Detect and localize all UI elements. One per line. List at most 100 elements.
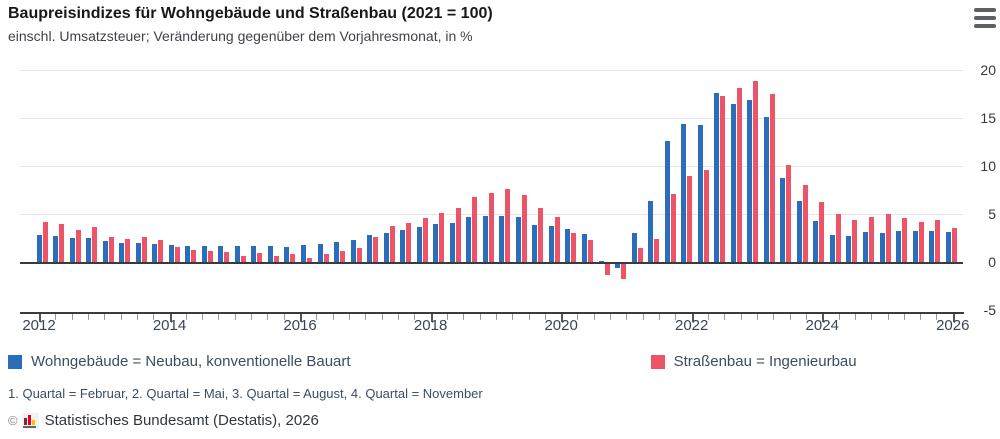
- bar-wohngebaeude[interactable]: [615, 264, 621, 268]
- bar-strassenbau[interactable]: [703, 169, 709, 262]
- bar-wohngebaeude[interactable]: [896, 231, 902, 262]
- bar-wohngebaeude[interactable]: [400, 230, 406, 262]
- bar-strassenbau[interactable]: [158, 239, 164, 262]
- bar-strassenbau[interactable]: [753, 80, 759, 262]
- bar-wohngebaeude[interactable]: [697, 124, 703, 262]
- bar-wohngebaeude[interactable]: [681, 123, 687, 262]
- bar-wohngebaeude[interactable]: [284, 246, 290, 262]
- bar-strassenbau[interactable]: [439, 213, 445, 262]
- bar-wohngebaeude[interactable]: [747, 99, 753, 262]
- bar-strassenbau[interactable]: [885, 214, 891, 262]
- bar-strassenbau[interactable]: [422, 217, 428, 262]
- hamburger-menu-icon[interactable]: [974, 8, 996, 28]
- bar-strassenbau[interactable]: [935, 219, 941, 262]
- bar-strassenbau[interactable]: [92, 227, 98, 262]
- bar-strassenbau[interactable]: [174, 246, 180, 262]
- bar-wohngebaeude[interactable]: [499, 215, 505, 262]
- bar-strassenbau[interactable]: [488, 192, 494, 262]
- bar-strassenbau[interactable]: [604, 264, 610, 275]
- bar-strassenbau[interactable]: [951, 228, 957, 262]
- bar-strassenbau[interactable]: [720, 95, 726, 262]
- bar-strassenbau[interactable]: [505, 189, 511, 262]
- bar-wohngebaeude[interactable]: [730, 103, 736, 262]
- bar-wohngebaeude[interactable]: [945, 232, 951, 262]
- bar-wohngebaeude[interactable]: [780, 177, 786, 262]
- bar-wohngebaeude[interactable]: [119, 242, 125, 262]
- bar-wohngebaeude[interactable]: [532, 224, 538, 262]
- bar-wohngebaeude[interactable]: [383, 233, 389, 262]
- bar-wohngebaeude[interactable]: [317, 243, 323, 262]
- bar-wohngebaeude[interactable]: [69, 238, 75, 262]
- bar-strassenbau[interactable]: [538, 208, 544, 262]
- bar-wohngebaeude[interactable]: [218, 245, 224, 262]
- bar-wohngebaeude[interactable]: [912, 231, 918, 262]
- bar-strassenbau[interactable]: [240, 256, 246, 262]
- bar-wohngebaeude[interactable]: [763, 117, 769, 262]
- bar-wohngebaeude[interactable]: [201, 245, 207, 262]
- bar-strassenbau[interactable]: [125, 238, 131, 262]
- bar-wohngebaeude[interactable]: [863, 232, 868, 262]
- bar-wohngebaeude[interactable]: [86, 238, 92, 262]
- bar-wohngebaeude[interactable]: [433, 223, 439, 262]
- bar-strassenbau[interactable]: [108, 237, 114, 262]
- legend-item-strassenbau[interactable]: Straßenbau = Ingenieurbau: [650, 353, 857, 370]
- bar-wohngebaeude[interactable]: [548, 225, 554, 262]
- bar-strassenbau[interactable]: [273, 256, 279, 262]
- bar-strassenbau[interactable]: [918, 221, 924, 262]
- bar-strassenbau[interactable]: [389, 225, 395, 262]
- bar-wohngebaeude[interactable]: [300, 244, 306, 262]
- bar-strassenbau[interactable]: [869, 216, 874, 262]
- bar-strassenbau[interactable]: [141, 237, 147, 262]
- bar-strassenbau[interactable]: [306, 258, 312, 262]
- bar-strassenbau[interactable]: [786, 165, 792, 262]
- bar-wohngebaeude[interactable]: [267, 245, 273, 262]
- bar-strassenbau[interactable]: [587, 239, 593, 262]
- bar-strassenbau[interactable]: [290, 254, 296, 262]
- bar-wohngebaeude[interactable]: [168, 244, 174, 262]
- bar-strassenbau[interactable]: [42, 221, 48, 262]
- bar-wohngebaeude[interactable]: [879, 233, 885, 262]
- bar-wohngebaeude[interactable]: [813, 220, 819, 262]
- bar-wohngebaeude[interactable]: [36, 235, 42, 262]
- bar-strassenbau[interactable]: [835, 214, 841, 262]
- bar-strassenbau[interactable]: [736, 88, 742, 262]
- bar-wohngebaeude[interactable]: [102, 240, 108, 262]
- bar-wohngebaeude[interactable]: [515, 216, 521, 262]
- bar-wohngebaeude[interactable]: [714, 93, 720, 262]
- bar-wohngebaeude[interactable]: [796, 200, 802, 262]
- bar-wohngebaeude[interactable]: [251, 245, 257, 262]
- bar-wohngebaeude[interactable]: [929, 231, 935, 262]
- bar-strassenbau[interactable]: [59, 223, 65, 262]
- bar-strassenbau[interactable]: [191, 250, 197, 262]
- bar-strassenbau[interactable]: [207, 251, 213, 262]
- bar-strassenbau[interactable]: [687, 175, 693, 262]
- bar-strassenbau[interactable]: [819, 202, 825, 262]
- bar-strassenbau[interactable]: [637, 247, 643, 262]
- bar-wohngebaeude[interactable]: [565, 229, 571, 262]
- bar-strassenbau[interactable]: [769, 94, 775, 262]
- bar-wohngebaeude[interactable]: [581, 234, 587, 262]
- bar-strassenbau[interactable]: [670, 193, 676, 262]
- bar-strassenbau[interactable]: [802, 185, 808, 262]
- bar-wohngebaeude[interactable]: [648, 200, 654, 262]
- bar-strassenbau[interactable]: [323, 254, 329, 262]
- bar-strassenbau[interactable]: [554, 216, 560, 262]
- bar-wohngebaeude[interactable]: [631, 233, 637, 262]
- bar-strassenbau[interactable]: [571, 233, 577, 262]
- bar-wohngebaeude[interactable]: [664, 141, 670, 262]
- bar-wohngebaeude[interactable]: [482, 215, 488, 262]
- bar-strassenbau[interactable]: [406, 222, 412, 262]
- bar-wohngebaeude[interactable]: [598, 261, 604, 262]
- bar-wohngebaeude[interactable]: [416, 227, 422, 262]
- bar-strassenbau[interactable]: [621, 264, 627, 280]
- bar-strassenbau[interactable]: [902, 217, 908, 262]
- bar-strassenbau[interactable]: [224, 252, 230, 262]
- bar-wohngebaeude[interactable]: [846, 236, 852, 262]
- bar-strassenbau[interactable]: [257, 253, 263, 262]
- bar-wohngebaeude[interactable]: [234, 245, 240, 262]
- bar-strassenbau[interactable]: [654, 238, 660, 262]
- bar-wohngebaeude[interactable]: [466, 216, 472, 262]
- bar-strassenbau[interactable]: [455, 208, 461, 262]
- bar-strassenbau[interactable]: [356, 247, 362, 262]
- legend-item-wohngebaeude[interactable]: Wohngebäude = Neubau, konventionelle Bau…: [8, 353, 351, 370]
